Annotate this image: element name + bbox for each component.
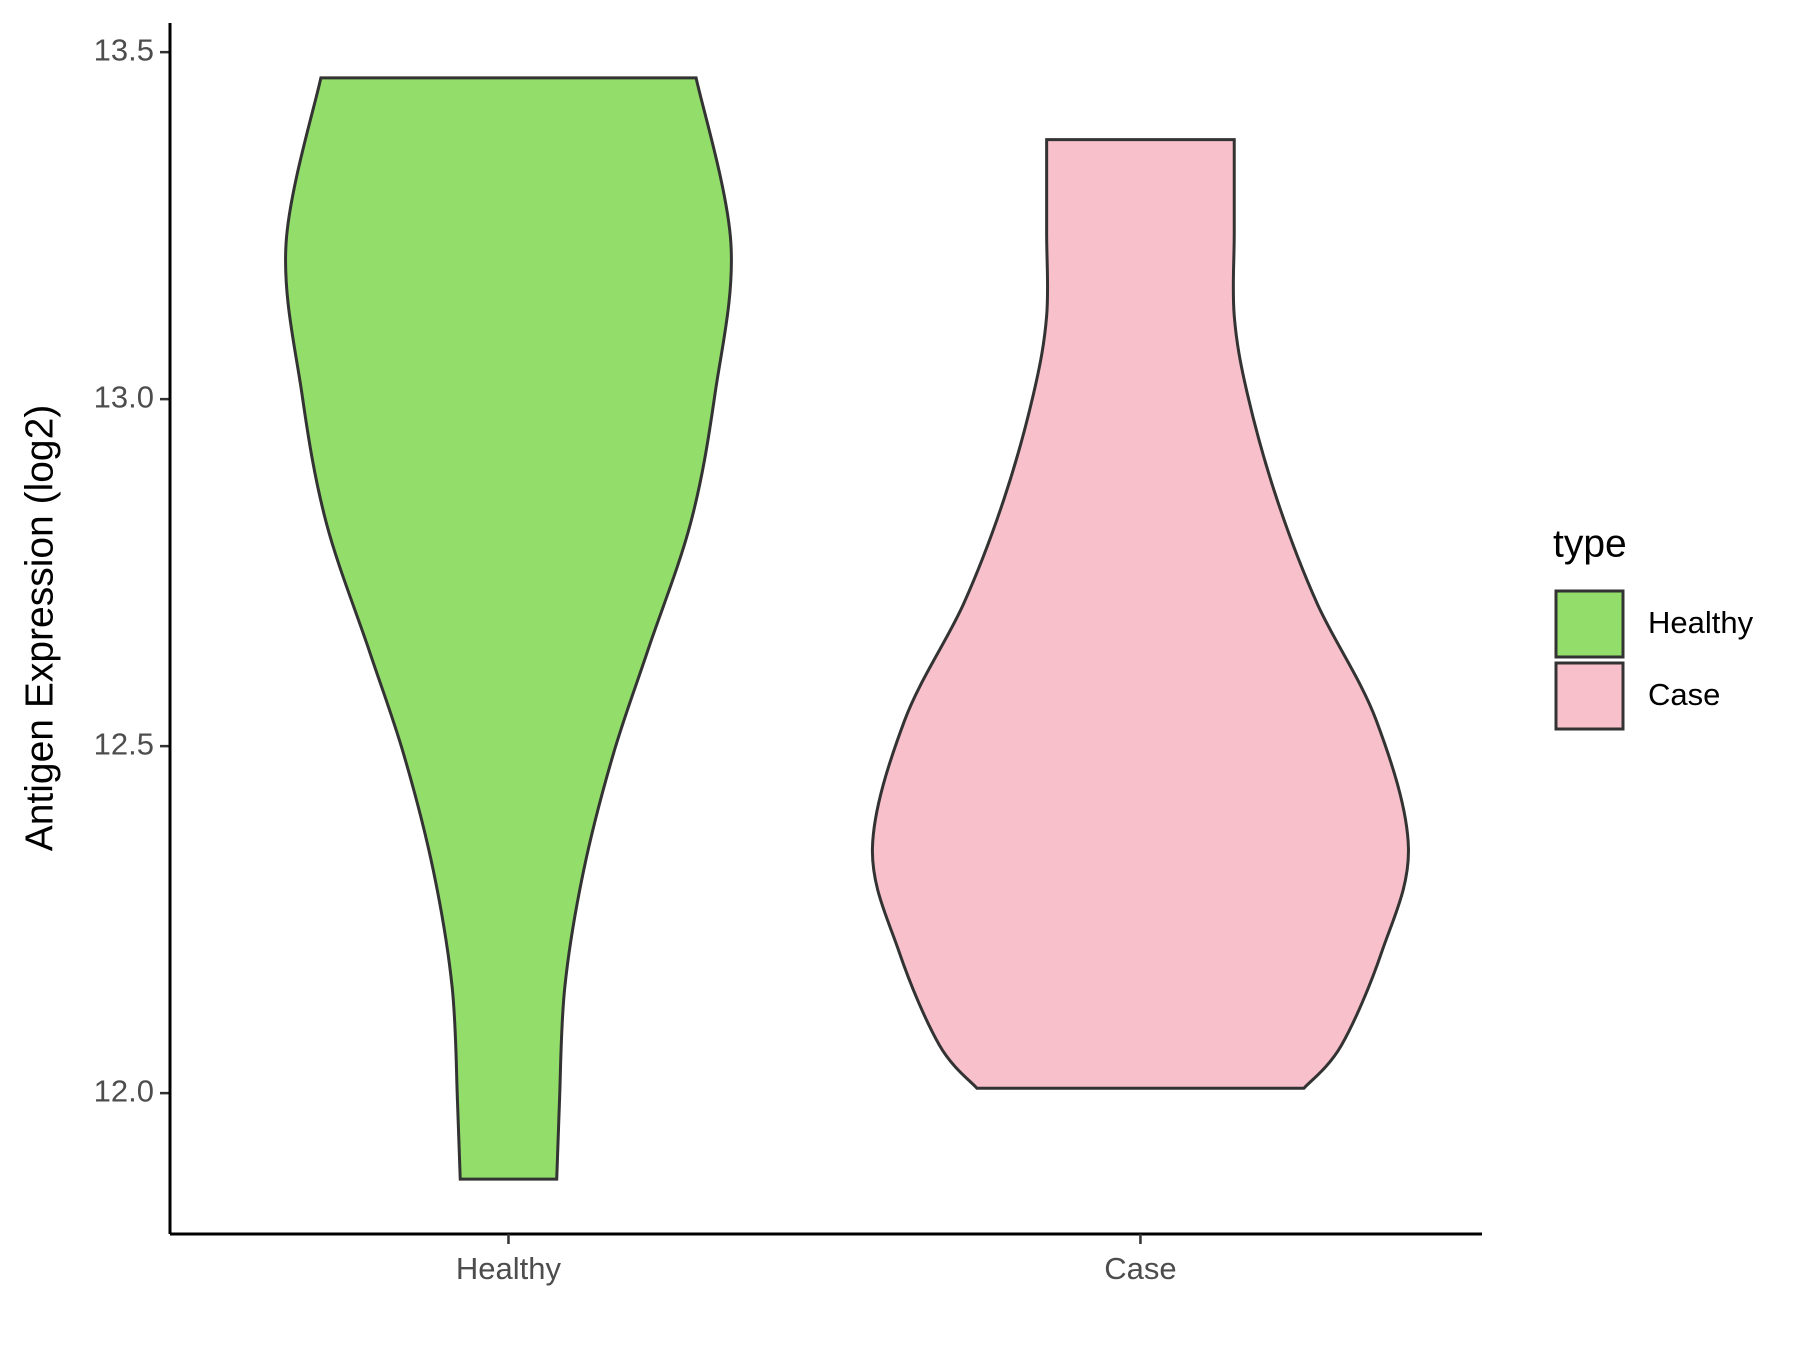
legend-key	[1554, 589, 1625, 659]
legend-key	[1554, 661, 1625, 731]
violin	[870, 138, 1410, 1090]
y-tick-label: 13.5	[94, 32, 154, 67]
y-tick-label: 13.0	[94, 379, 154, 414]
legend-label: Case	[1648, 677, 1720, 712]
y-tick-label: 12.0	[94, 1073, 154, 1108]
legend-label: Healthy	[1648, 605, 1754, 640]
y-tick-label: 12.5	[94, 726, 154, 761]
violin	[284, 76, 733, 1181]
x-tick-label: Case	[1104, 1251, 1176, 1286]
x-tick-label: Healthy	[456, 1251, 562, 1286]
y-axis-title: Antigen Expression (log2)	[18, 405, 61, 852]
legend-title: type	[1553, 522, 1627, 565]
